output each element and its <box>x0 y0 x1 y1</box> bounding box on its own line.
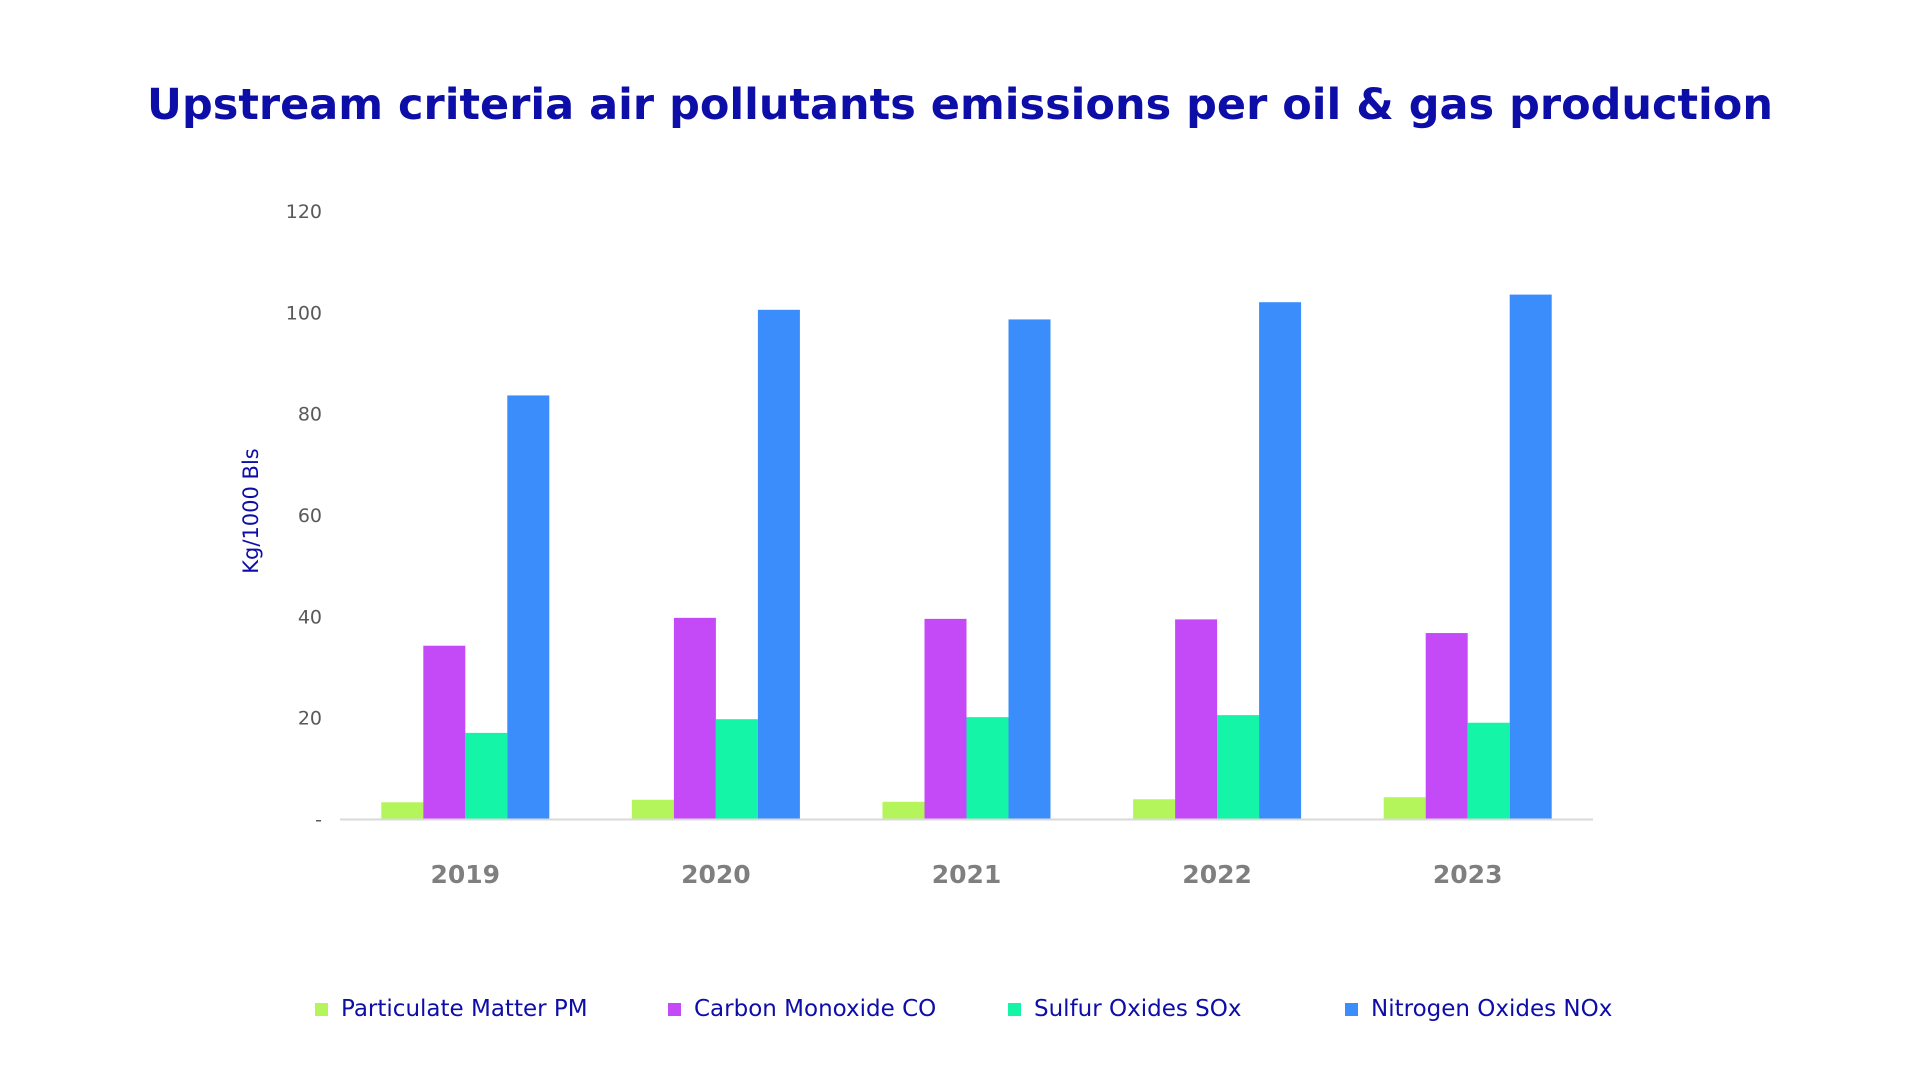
legend-label: Carbon Monoxide CO <box>694 996 937 1022</box>
y-tick-label: 20 <box>298 708 322 730</box>
bar-carbon-monoxide-co-2023 <box>1425 633 1468 819</box>
x-category-label: 2020 <box>681 860 751 889</box>
legend-label: Sulfur Oxides SOx <box>1034 996 1242 1022</box>
bar-carbon-monoxide-co-2021 <box>924 618 967 819</box>
bar-sulfur-oxides-sox-2022 <box>1217 715 1260 819</box>
x-axis-labels: 2019 2020 2021 2022 2023 <box>431 860 1503 889</box>
legend-label: Particulate Matter PM <box>341 996 588 1022</box>
y-tick-label: - <box>315 809 322 831</box>
y-axis-title: Kg/1000 Bls <box>239 448 263 573</box>
y-tick-label: 60 <box>298 505 322 527</box>
legend: Particulate Matter PM Carbon Monoxide CO S… <box>0 996 1920 1036</box>
x-category-label: 2019 <box>431 860 501 889</box>
bar-carbon-monoxide-co-2019 <box>423 645 466 819</box>
legend-item: Carbon Monoxide CO <box>668 996 936 1022</box>
legend-item: Sulfur Oxides SOx <box>1008 996 1241 1022</box>
y-tick-label: 120 <box>286 201 322 223</box>
bar-nitrogen-oxides-nox-2019 <box>507 395 550 819</box>
bar-nitrogen-oxides-nox-2021 <box>1008 319 1051 819</box>
bar-particulate-matter-pm-2023 <box>1383 797 1426 819</box>
bar-particulate-matter-pm-2021 <box>882 801 925 819</box>
y-tick-label: 80 <box>298 404 322 426</box>
bar-carbon-monoxide-co-2022 <box>1175 619 1218 819</box>
bar-particulate-matter-pm-2022 <box>1133 799 1176 819</box>
legend-item: Particulate Matter PM <box>315 996 588 1022</box>
legend-swatch <box>1345 1002 1358 1016</box>
bar-sulfur-oxides-sox-2019 <box>465 732 508 819</box>
legend-swatch <box>1008 1002 1021 1016</box>
x-category-label: 2021 <box>932 860 1002 889</box>
bar-particulate-matter-pm-2020 <box>631 799 674 819</box>
legend-swatch <box>668 1002 681 1016</box>
x-category-label: 2022 <box>1182 860 1252 889</box>
y-tick-label: 100 <box>286 302 322 324</box>
legend-item: Nitrogen Oxides NOx <box>1345 996 1612 1022</box>
legend-swatch <box>315 1002 328 1016</box>
y-axis-ticks: - 20 40 60 80 100 120 <box>286 201 322 831</box>
y-tick-label: 40 <box>298 606 322 628</box>
bar-nitrogen-oxides-nox-2020 <box>757 309 800 819</box>
legend-label: Nitrogen Oxides NOx <box>1371 996 1613 1022</box>
bar-particulate-matter-pm-2019 <box>381 802 424 819</box>
bars-group <box>381 294 1552 820</box>
x-category-label: 2023 <box>1433 860 1503 889</box>
bar-nitrogen-oxides-nox-2022 <box>1259 302 1302 819</box>
chart-title: Upstream criteria air pollutants emissio… <box>147 80 1773 130</box>
bar-carbon-monoxide-co-2020 <box>673 617 716 819</box>
bar-sulfur-oxides-sox-2023 <box>1467 722 1510 819</box>
bar-sulfur-oxides-sox-2021 <box>966 717 1009 819</box>
bar-sulfur-oxides-sox-2020 <box>715 719 758 819</box>
bar-nitrogen-oxides-nox-2023 <box>1509 294 1552 820</box>
